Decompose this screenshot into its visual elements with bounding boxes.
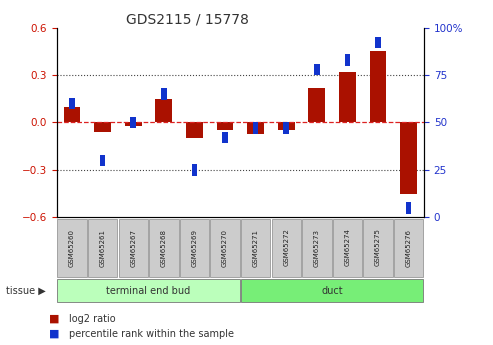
Bar <box>345 54 350 66</box>
Bar <box>57 219 87 277</box>
Text: duct: duct <box>321 286 343 296</box>
Text: ■: ■ <box>49 314 60 324</box>
Bar <box>375 37 381 48</box>
Text: GSM65268: GSM65268 <box>161 228 167 267</box>
Bar <box>100 155 106 166</box>
Bar <box>149 219 178 277</box>
Bar <box>192 164 197 176</box>
Bar <box>118 219 148 277</box>
Bar <box>272 219 301 277</box>
Bar <box>302 219 332 277</box>
Text: GSM65260: GSM65260 <box>69 228 75 267</box>
Bar <box>400 122 417 194</box>
Text: GSM65267: GSM65267 <box>130 228 136 267</box>
Bar <box>278 122 295 130</box>
Text: GSM65274: GSM65274 <box>345 229 351 266</box>
Bar <box>216 122 234 130</box>
Bar <box>283 122 289 134</box>
Text: log2 ratio: log2 ratio <box>69 314 116 324</box>
Bar <box>94 122 111 132</box>
Text: GSM65271: GSM65271 <box>252 228 259 267</box>
Bar <box>69 98 75 109</box>
Bar <box>211 219 240 277</box>
Text: tissue ▶: tissue ▶ <box>6 286 46 296</box>
Text: GSM65275: GSM65275 <box>375 229 381 266</box>
Bar <box>370 51 387 122</box>
Bar <box>64 107 80 122</box>
Bar <box>186 122 203 138</box>
Bar <box>125 122 141 126</box>
Bar <box>88 219 117 277</box>
Bar <box>57 279 240 302</box>
Bar <box>406 202 412 214</box>
Text: GSM65261: GSM65261 <box>100 228 106 267</box>
Bar <box>222 132 228 143</box>
Text: GSM65276: GSM65276 <box>406 228 412 267</box>
Bar <box>155 99 172 122</box>
Bar <box>314 63 319 75</box>
Bar <box>394 219 423 277</box>
Text: GSM65270: GSM65270 <box>222 228 228 267</box>
Bar <box>131 117 136 128</box>
Bar <box>241 279 423 302</box>
Bar <box>333 219 362 277</box>
Bar <box>161 88 167 100</box>
Text: percentile rank within the sample: percentile rank within the sample <box>69 329 234 338</box>
Text: GSM65272: GSM65272 <box>283 229 289 266</box>
Bar <box>339 72 356 122</box>
Bar <box>309 88 325 122</box>
Text: GSM65269: GSM65269 <box>191 228 197 267</box>
Bar <box>241 219 270 277</box>
Bar <box>253 122 258 134</box>
Text: ■: ■ <box>49 329 60 338</box>
Text: GSM65273: GSM65273 <box>314 228 320 267</box>
Text: terminal end bud: terminal end bud <box>106 286 191 296</box>
Text: GDS2115 / 15778: GDS2115 / 15778 <box>126 12 249 26</box>
Bar <box>180 219 209 277</box>
Bar <box>363 219 393 277</box>
Bar <box>247 122 264 134</box>
